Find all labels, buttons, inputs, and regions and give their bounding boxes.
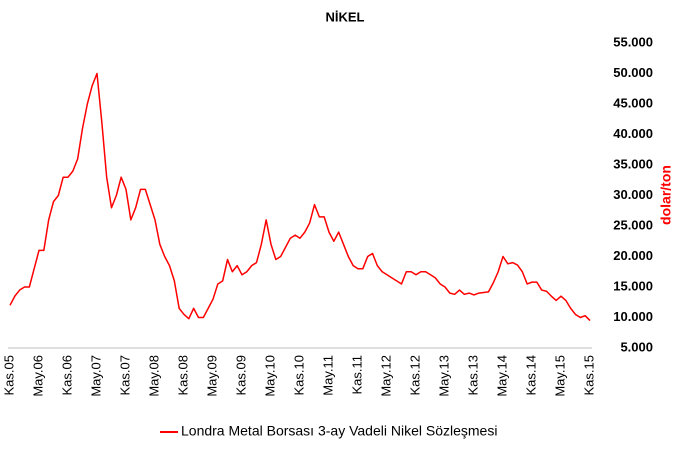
- x-tick-label: May.15: [552, 355, 567, 397]
- x-tick-label: Kas.15: [581, 355, 596, 395]
- y-tick-label: 40.000: [613, 126, 653, 141]
- x-tick-label: Kas.14: [523, 355, 538, 395]
- x-tick-label: Kas.07: [117, 355, 132, 395]
- y-tick-label: 35.000: [613, 156, 653, 171]
- x-tick-label: May.12: [378, 355, 393, 397]
- y-tick-label: 25.000: [613, 217, 653, 232]
- x-tick-label: May.13: [436, 355, 451, 397]
- x-tick-label: May.09: [204, 355, 219, 397]
- x-tick-label: May.10: [262, 355, 277, 397]
- y-tick-label: 30.000: [613, 187, 653, 202]
- x-tick-label: May.07: [88, 355, 103, 397]
- x-tick-label: May.11: [320, 355, 335, 396]
- y-tick-label: 55.000: [613, 34, 653, 49]
- y-tick-label: 10.000: [613, 309, 653, 324]
- legend-label: Londra Metal Borsası 3-ay Vadeli Nikel S…: [181, 423, 497, 439]
- data-line: [9, 72, 591, 322]
- x-tick-label: Kas.06: [59, 355, 74, 395]
- x-tick-label: May.14: [494, 355, 509, 397]
- y-tick-label: 15.000: [613, 278, 653, 293]
- chart-title: NİKEL: [326, 9, 365, 24]
- y-tick-label: 5.000: [620, 339, 653, 354]
- x-tick-label: Kas.05: [1, 355, 16, 395]
- x-tick-label: Kas.10: [291, 355, 306, 395]
- x-tick-label: Kas.12: [407, 355, 422, 395]
- x-tick-label: Kas.13: [465, 355, 480, 395]
- y-tick-label: 20.000: [613, 248, 653, 263]
- x-tick-label: Kas.09: [233, 355, 248, 395]
- x-tick-label: Kas.11: [349, 355, 364, 395]
- x-tick-label: May.08: [146, 355, 161, 397]
- x-tick-label: May.06: [30, 355, 45, 397]
- y-axis-label: dolar/ton: [658, 165, 674, 225]
- y-tick-label: 45.000: [613, 95, 653, 110]
- y-tick-label: 50.000: [613, 65, 653, 80]
- x-tick-label: Kas.08: [175, 355, 190, 395]
